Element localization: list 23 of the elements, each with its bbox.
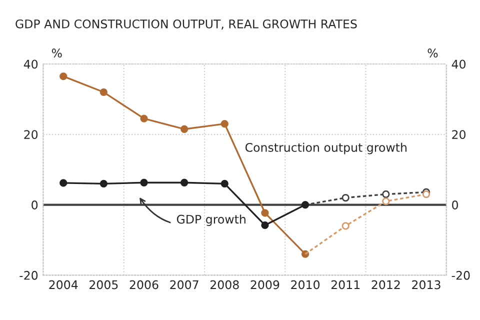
y-axis-title: % xyxy=(52,48,62,58)
chart-title: GDP AND CONSTRUCTION OUTPUT, REAL GROWTH RATES xyxy=(16,19,357,30)
y-tick-label: 20 xyxy=(24,130,38,140)
y2-tick-label: 40 xyxy=(452,60,466,69)
y-tick-label: -20 xyxy=(20,270,38,280)
annotation: GDP growth xyxy=(176,214,246,226)
x-tick-label: 2006 xyxy=(130,280,158,290)
x-tick-label: 2013 xyxy=(412,280,440,290)
y2-tick-label: 0 xyxy=(452,200,458,210)
y2-axis-title: % xyxy=(428,48,438,58)
x-tick-label: 2011 xyxy=(331,280,360,290)
x-tick-label: 2012 xyxy=(372,280,400,290)
x-tick-label: 2008 xyxy=(210,280,239,290)
x-tick-label: 2009 xyxy=(250,280,280,290)
y2-tick-label: 20 xyxy=(452,130,466,140)
x-tick-label: 2005 xyxy=(90,280,118,290)
x-tick-label: 2007 xyxy=(170,280,198,290)
y-tick-label: 40 xyxy=(24,60,38,69)
annotation: Construction output growth xyxy=(245,142,406,154)
x-tick-label: 2004 xyxy=(49,280,78,290)
y-tick-label: 0 xyxy=(32,200,38,210)
y2-tick-label: -20 xyxy=(452,270,470,280)
x-tick-label: 2010 xyxy=(291,280,320,290)
